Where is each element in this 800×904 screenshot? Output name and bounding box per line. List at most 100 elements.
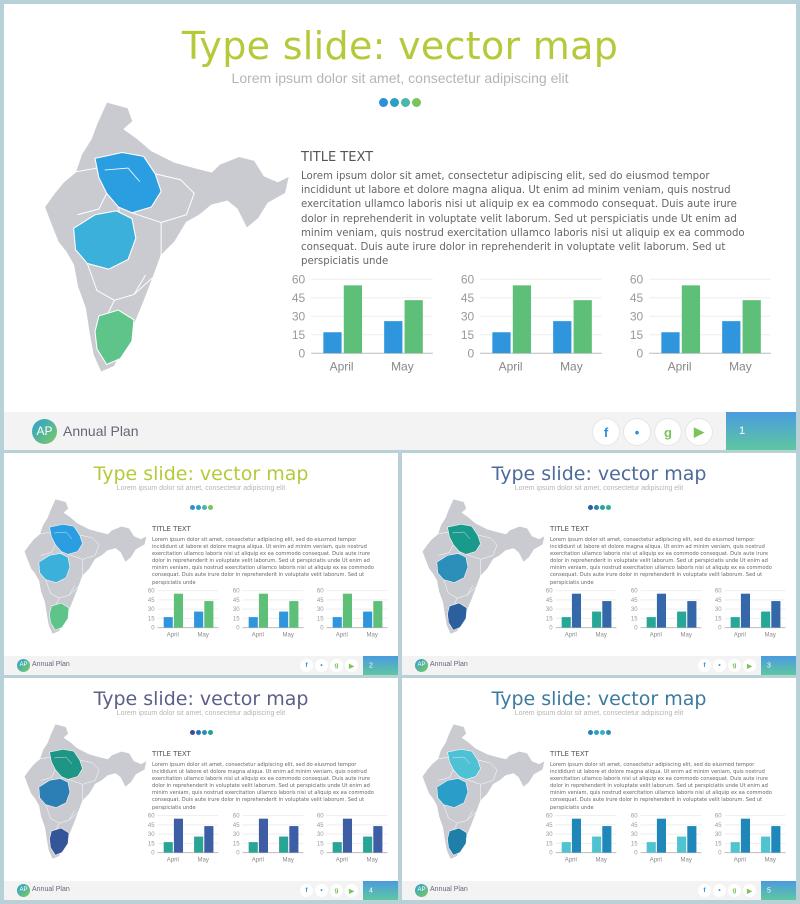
decorative-dot: [593, 505, 599, 510]
facebook-icon[interactable]: f: [698, 659, 711, 672]
x-tick-label: April: [167, 632, 179, 638]
india-map: [23, 723, 148, 860]
bar: [730, 617, 740, 628]
footer: AP Annual Plan f • g ▶ 2: [4, 656, 398, 675]
bar-chart: 0 15 30 45 60 April May: [317, 814, 388, 863]
bar: [278, 611, 288, 628]
bar: [258, 818, 268, 853]
map-border: [86, 263, 146, 301]
footer: AP Annual Plan f • g ▶ 3: [402, 656, 796, 675]
decorative-dot: [201, 730, 207, 735]
bar-chart: 0 15 30 45 60 April May: [148, 814, 219, 863]
page-number-label: 2: [369, 662, 373, 669]
bar: [288, 601, 298, 628]
y-tick-label: 60: [715, 589, 722, 595]
decorative-dot: [189, 730, 195, 735]
india-map: [43, 101, 291, 373]
y-tick-label: 45: [715, 823, 722, 829]
bar: [373, 826, 383, 853]
slide-1[interactable]: Type slide: vector map Lorem ipsum dolor…: [4, 4, 796, 450]
youtube-icon[interactable]: ▶: [743, 884, 756, 897]
brand-name: Annual Plan: [430, 886, 468, 893]
y-tick-label: 45: [630, 598, 637, 604]
slide-5[interactable]: Type slide: vector map Lorem ipsum dolor…: [402, 678, 796, 900]
footer: AP Annual Plan f • g ▶ 1: [4, 412, 796, 450]
bar-chart: 0 15 30 45 60 April May: [715, 589, 786, 638]
y-tick-label: 30: [317, 607, 324, 613]
map-border: [465, 554, 481, 560]
y-tick-label: 60: [630, 272, 644, 286]
bar-chart: 0 15 30 45 60 April May: [461, 272, 602, 374]
map-border: [465, 779, 481, 785]
google-plus-icon[interactable]: g: [655, 419, 681, 445]
google-plus-icon[interactable]: g: [330, 884, 343, 897]
y-tick-label: 15: [630, 616, 637, 622]
x-tick-label: May: [765, 857, 776, 863]
google-plus-icon[interactable]: g: [728, 659, 741, 672]
facebook-icon[interactable]: f: [698, 884, 711, 897]
bar: [404, 300, 423, 354]
facebook-icon[interactable]: f: [300, 659, 313, 672]
page-number: 1: [726, 412, 796, 450]
map-border: [104, 167, 141, 182]
decorative-dot: [201, 505, 207, 510]
slide-4[interactable]: Type slide: vector map Lorem ipsum dolor…: [4, 678, 398, 900]
slide-3[interactable]: Type slide: vector map Lorem ipsum dolor…: [402, 453, 796, 675]
bar: [561, 842, 571, 853]
x-tick-label: May: [282, 632, 293, 638]
bar: [646, 842, 656, 853]
social-links: f • g ▶: [298, 884, 358, 897]
brand-name: Annual Plan: [430, 661, 468, 668]
google-plus-icon[interactable]: g: [330, 659, 343, 672]
bar: [343, 285, 363, 354]
youtube-icon[interactable]: ▶: [345, 884, 358, 897]
y-tick-label: 15: [630, 841, 637, 847]
twitter-icon[interactable]: •: [624, 419, 650, 445]
decorative-dot: [593, 730, 599, 735]
x-tick-label: April: [336, 857, 348, 863]
decorative-dot: [599, 505, 605, 510]
page-number-label: 4: [369, 887, 373, 894]
social-links: f • g ▶: [696, 659, 756, 672]
facebook-icon[interactable]: f: [300, 884, 313, 897]
y-tick-label: 0: [718, 851, 722, 857]
bar-chart: 0 15 30 45 60 April May: [292, 272, 433, 374]
y-tick-label: 45: [292, 291, 306, 305]
y-tick-label: 0: [151, 626, 155, 632]
x-tick-label: April: [734, 632, 746, 638]
youtube-icon[interactable]: ▶: [743, 659, 756, 672]
y-tick-label: 60: [317, 589, 324, 595]
youtube-icon[interactable]: ▶: [686, 419, 712, 445]
google-plus-icon[interactable]: g: [728, 884, 741, 897]
y-tick-label: 30: [148, 832, 155, 838]
bar: [661, 332, 680, 354]
x-tick-label: May: [282, 857, 293, 863]
y-tick-label: 45: [232, 823, 239, 829]
bar: [761, 836, 771, 853]
bar: [573, 300, 592, 354]
map-border: [79, 759, 100, 785]
map-border: [155, 173, 195, 223]
map-border: [79, 534, 100, 560]
x-tick-label: April: [649, 632, 661, 638]
text-title: TITLE TEXT: [152, 750, 191, 758]
facebook-icon[interactable]: f: [593, 419, 619, 445]
map-highlight-region: [436, 553, 469, 583]
youtube-icon[interactable]: ▶: [345, 659, 358, 672]
slide-title: Type slide: vector map: [93, 463, 309, 485]
y-tick-label: 45: [546, 823, 553, 829]
y-tick-label: 0: [549, 626, 553, 632]
twitter-icon[interactable]: •: [713, 659, 726, 672]
y-tick-label: 30: [715, 832, 722, 838]
decorative-dot: [587, 505, 593, 510]
twitter-icon[interactable]: •: [315, 884, 328, 897]
map-border: [466, 811, 477, 821]
y-tick-label: 0: [299, 346, 306, 360]
x-tick-label: April: [565, 632, 577, 638]
y-tick-label: 0: [549, 851, 553, 857]
twitter-icon[interactable]: •: [713, 884, 726, 897]
map-highlight-region: [38, 778, 71, 808]
twitter-icon[interactable]: •: [315, 659, 328, 672]
bar: [342, 818, 353, 853]
slide-2[interactable]: Type slide: vector map Lorem ipsum dolor…: [4, 453, 398, 675]
